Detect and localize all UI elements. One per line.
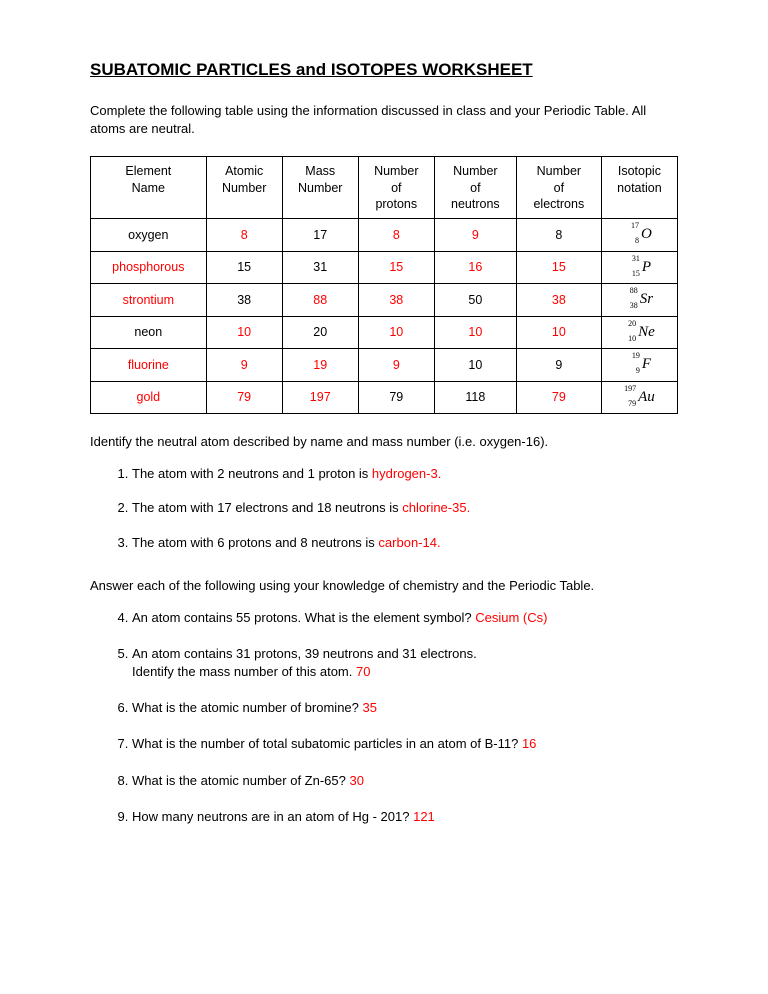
question-9: How many neutrons are in an atom of Hg -… <box>132 808 678 826</box>
table-cell: 38 <box>206 284 282 317</box>
isotopic-notation: 178O <box>627 225 652 245</box>
q4-answer: Cesium (Cs) <box>475 610 547 625</box>
q5-answer: 70 <box>356 664 370 679</box>
table-cell: 19 <box>282 349 358 382</box>
intro-text: Complete the following table using the i… <box>90 102 678 138</box>
table-row: oxygen817898178O <box>91 219 678 252</box>
isotopic-notation: 3115P <box>628 258 651 278</box>
table-cell: 9 <box>358 349 434 382</box>
table-cell: 197 <box>282 381 358 414</box>
table-cell: 10 <box>434 316 516 349</box>
table-cell: 10 <box>206 316 282 349</box>
table-cell: 31 <box>282 251 358 284</box>
table-cell: 10 <box>358 316 434 349</box>
col-element: ElementName <box>91 157 207 219</box>
table-cell: 20 <box>282 316 358 349</box>
table-cell: 10 <box>516 316 601 349</box>
table-cell: gold <box>91 381 207 414</box>
table-row: strontium38883850388838Sr <box>91 284 678 317</box>
notation-cell: 19779Au <box>601 381 677 414</box>
question-2: The atom with 17 electrons and 18 neutro… <box>132 499 678 517</box>
q8-text: What is the atomic number of Zn-65? <box>132 773 349 788</box>
q5-text-b: Identify the mass number of this atom. <box>132 664 356 679</box>
table-cell: 79 <box>206 381 282 414</box>
isotopic-notation: 2010Ne <box>624 323 655 343</box>
col-atomic: AtomicNumber <box>206 157 282 219</box>
table-cell: 10 <box>434 349 516 382</box>
table-cell: 9 <box>206 349 282 382</box>
col-neutrons: Numberofneutrons <box>434 157 516 219</box>
table-cell: 88 <box>282 284 358 317</box>
table-cell: 8 <box>358 219 434 252</box>
question-6: What is the atomic number of bromine? 35 <box>132 699 678 717</box>
question-5: An atom contains 31 protons, 39 neutrons… <box>132 645 678 681</box>
isotopic-notation: 199F <box>628 355 651 375</box>
table-row: fluorine9199109199F <box>91 349 678 382</box>
identify-intro: Identify the neutral atom described by n… <box>90 434 678 449</box>
q5-text-a: An atom contains 31 protons, 39 neutrons… <box>132 646 477 661</box>
table-cell: 8 <box>206 219 282 252</box>
question-7: What is the number of total subatomic pa… <box>132 735 678 753</box>
isotope-table: ElementName AtomicNumber MassNumber Numb… <box>90 156 678 414</box>
page-title: SUBATOMIC PARTICLES and ISOTOPES WORKSHE… <box>90 60 678 80</box>
table-cell: 50 <box>434 284 516 317</box>
table-cell: 9 <box>516 349 601 382</box>
q9-answer: 121 <box>413 809 435 824</box>
answer-intro: Answer each of the following using your … <box>90 578 678 593</box>
table-cell: strontium <box>91 284 207 317</box>
q8-answer: 30 <box>349 773 363 788</box>
q3-answer: carbon-14. <box>378 535 440 550</box>
q1-answer: hydrogen-3. <box>372 466 441 481</box>
table-cell: 9 <box>434 219 516 252</box>
table-cell: phosphorous <box>91 251 207 284</box>
q4-text: An atom contains 55 protons. What is the… <box>132 610 475 625</box>
q6-answer: 35 <box>363 700 377 715</box>
col-mass: MassNumber <box>282 157 358 219</box>
table-header-row: ElementName AtomicNumber MassNumber Numb… <box>91 157 678 219</box>
isotopic-notation: 8838Sr <box>626 290 653 310</box>
table-cell: 15 <box>516 251 601 284</box>
q2-text: The atom with 17 electrons and 18 neutro… <box>132 500 402 515</box>
q3-text: The atom with 6 protons and 8 neutrons i… <box>132 535 378 550</box>
q1-text: The atom with 2 neutrons and 1 proton is <box>132 466 372 481</box>
q7-text: What is the number of total subatomic pa… <box>132 736 522 751</box>
question-list-2: An atom contains 55 protons. What is the… <box>90 609 678 826</box>
table-cell: 79 <box>516 381 601 414</box>
table-cell: 38 <box>516 284 601 317</box>
isotopic-notation: 19779Au <box>624 388 655 408</box>
col-notation: Isotopicnotation <box>601 157 677 219</box>
notation-cell: 3115P <box>601 251 677 284</box>
q6-text: What is the atomic number of bromine? <box>132 700 363 715</box>
q9-text: How many neutrons are in an atom of Hg -… <box>132 809 413 824</box>
question-8: What is the atomic number of Zn-65? 30 <box>132 772 678 790</box>
q7-answer: 16 <box>522 736 536 751</box>
worksheet-page: SUBATOMIC PARTICLES and ISOTOPES WORKSHE… <box>0 0 768 892</box>
table-cell: 16 <box>434 251 516 284</box>
notation-cell: 2010Ne <box>601 316 677 349</box>
question-1: The atom with 2 neutrons and 1 proton is… <box>132 465 678 483</box>
col-electrons: Numberofelectrons <box>516 157 601 219</box>
table-row: gold79197791187919779Au <box>91 381 678 414</box>
table-cell: 15 <box>358 251 434 284</box>
table-cell: 17 <box>282 219 358 252</box>
table-cell: neon <box>91 316 207 349</box>
question-4: An atom contains 55 protons. What is the… <box>132 609 678 627</box>
table-cell: 8 <box>516 219 601 252</box>
table-cell: 38 <box>358 284 434 317</box>
col-protons: Numberofprotons <box>358 157 434 219</box>
q2-answer: chlorine-35. <box>402 500 470 515</box>
table-row: neon10201010102010Ne <box>91 316 678 349</box>
table-cell: 118 <box>434 381 516 414</box>
question-list-1: The atom with 2 neutrons and 1 proton is… <box>90 465 678 552</box>
table-row: phosphorous15311516153115P <box>91 251 678 284</box>
notation-cell: 199F <box>601 349 677 382</box>
notation-cell: 178O <box>601 219 677 252</box>
question-3: The atom with 6 protons and 8 neutrons i… <box>132 534 678 552</box>
table-cell: oxygen <box>91 219 207 252</box>
table-cell: 79 <box>358 381 434 414</box>
table-cell: fluorine <box>91 349 207 382</box>
table-cell: 15 <box>206 251 282 284</box>
notation-cell: 8838Sr <box>601 284 677 317</box>
